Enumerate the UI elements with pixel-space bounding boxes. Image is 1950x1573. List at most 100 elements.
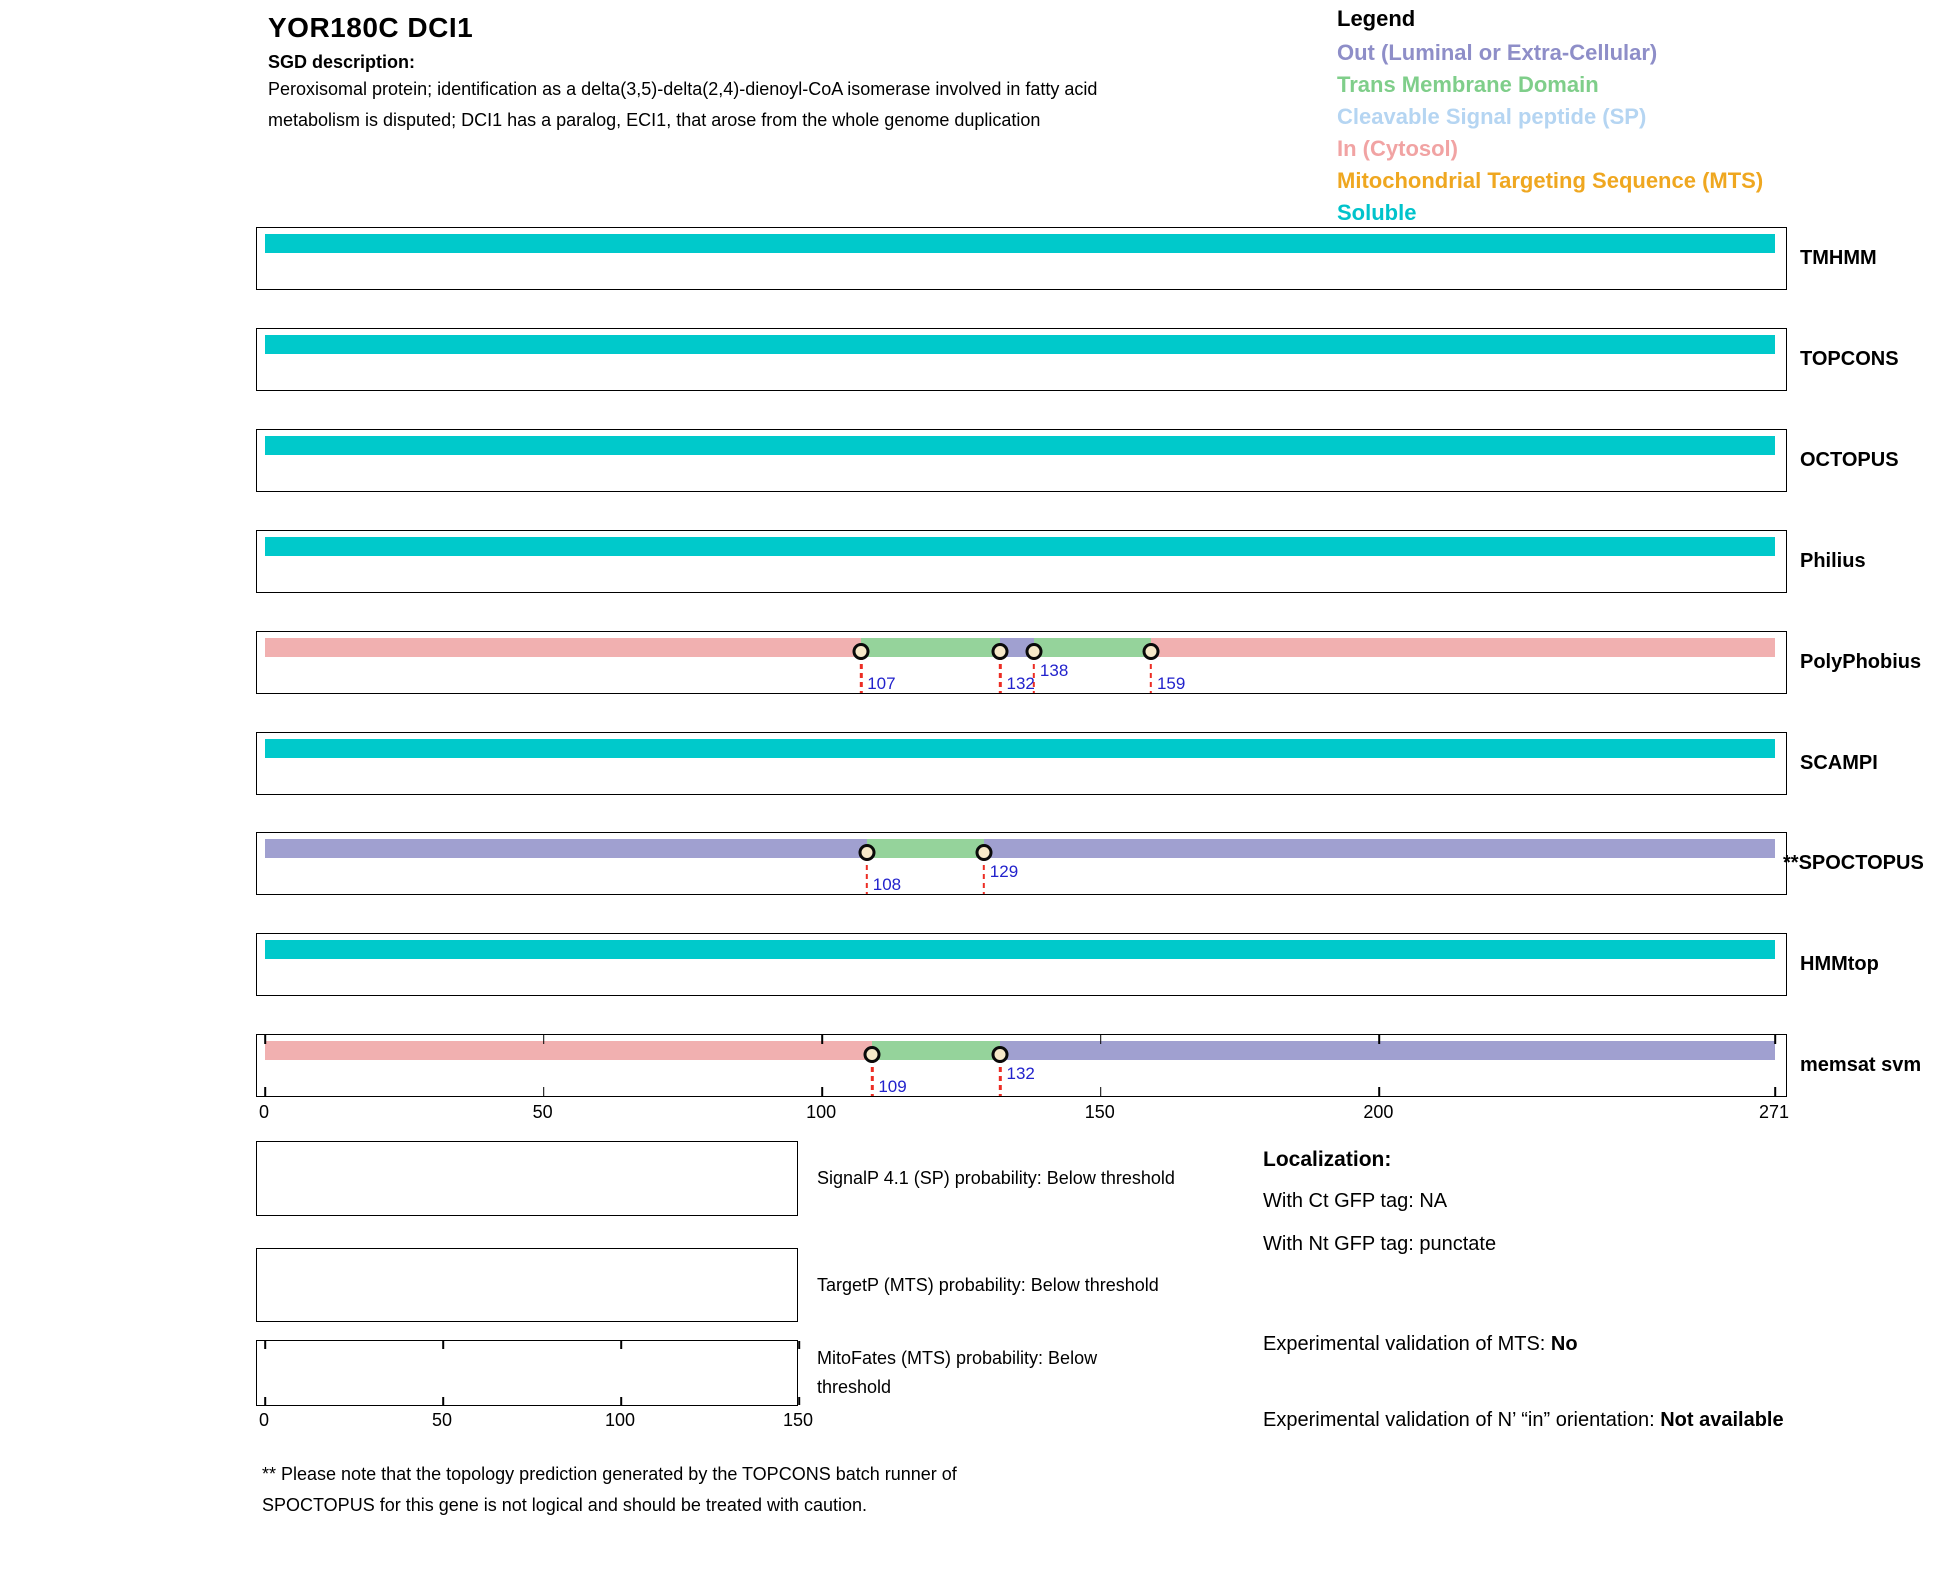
localization-title: Localization: <box>1263 1148 1392 1171</box>
track-label: PolyPhobius <box>1800 651 1922 673</box>
axis-tick-bottom <box>1774 1087 1776 1096</box>
marker-position-label: 159 <box>1156 674 1186 693</box>
axis-tick-label: 100 <box>806 1102 837 1122</box>
axis-tick-label: 150 <box>1084 1102 1115 1122</box>
track-label: OCTOPUS <box>1800 449 1899 471</box>
panel-axis-tick-top <box>264 1341 266 1349</box>
track-label: TMHMM <box>1800 247 1877 269</box>
boundary-marker <box>858 844 876 861</box>
marker-boundary-line <box>1149 655 1153 693</box>
boundary-marker <box>991 643 1009 660</box>
axis-tick-top <box>542 1035 545 1044</box>
track-box-tmhmm <box>256 227 1787 290</box>
track-bar <box>265 739 1775 758</box>
segment-soluble <box>265 739 1775 758</box>
panel-axis-tick-label: 0 <box>258 1410 270 1430</box>
description-line: metabolism is disputed; DCI1 has a paral… <box>268 110 1041 130</box>
legend-item: Mitochondrial Targeting Sequence (MTS) <box>1337 168 1764 193</box>
axis-tick-top <box>1099 1035 1102 1044</box>
axis-tick-top <box>264 1035 266 1044</box>
track-box-topcons <box>256 328 1787 391</box>
panel-axis-tick-label: 50 <box>431 1410 453 1430</box>
marker-boundary-line <box>982 856 985 894</box>
boundary-marker <box>991 1046 1009 1063</box>
track-bar <box>265 436 1775 455</box>
segment-soluble <box>265 335 1775 354</box>
probability-panel-label: TargetP (MTS) probability: Below thresho… <box>817 1274 1159 1295</box>
segment-out <box>265 839 867 858</box>
track-bar <box>265 335 1775 354</box>
segment-in <box>265 638 862 657</box>
track-label: Philius <box>1800 550 1866 572</box>
track-bar <box>265 537 1775 556</box>
axis-tick-bottom <box>542 1087 545 1096</box>
axis-tick-label: 50 <box>532 1102 553 1122</box>
probability-panel-box <box>256 1340 800 1406</box>
marker-boundary-line <box>865 856 868 894</box>
marker-position-label: 132 <box>1006 1064 1035 1083</box>
segment-soluble <box>265 234 1775 253</box>
track-label: HMMtop <box>1800 953 1879 975</box>
marker-boundary-line <box>1032 655 1036 693</box>
orientation-validation-prefix: Experimental validation of N’ “in” orien… <box>1263 1409 1661 1431</box>
axis-tick-bottom <box>821 1087 823 1096</box>
track-box-polyphobius: 107 132 138 159 <box>256 631 1787 694</box>
segment-tm <box>1033 638 1151 657</box>
axis-tick-bottom <box>264 1087 266 1096</box>
orientation-validation-value: Not available <box>1660 1409 1784 1431</box>
track-box-hmmtop <box>256 933 1787 996</box>
mts-validation-value: No <box>1550 1333 1578 1355</box>
panel-axis-tick-top <box>442 1341 444 1349</box>
marker-position-label: 108 <box>872 875 902 894</box>
boundary-marker <box>1142 643 1160 660</box>
mts-validation-prefix: Experimental validation of MTS: <box>1263 1333 1551 1355</box>
segment-in <box>265 1041 873 1060</box>
track-label: **SPOCTOPUS <box>1783 852 1924 874</box>
page-title: YOR180C DCI1 <box>268 12 474 43</box>
segment-tm <box>861 638 1001 657</box>
track-label: TOPCONS <box>1800 348 1899 370</box>
localization-ct-gfp: With Ct GFP tag: NA <box>1263 1190 1448 1212</box>
segment-out <box>1000 1041 1775 1060</box>
axis-tick-bottom <box>1099 1087 1102 1096</box>
segment-out <box>983 839 1775 858</box>
description-line: Peroxisomal protein; identification as a… <box>268 79 1098 99</box>
marker-boundary-line <box>999 1058 1002 1096</box>
segment-soluble <box>265 436 1775 455</box>
probability-panel-box <box>256 1141 798 1216</box>
track-box-philius <box>256 530 1787 593</box>
legend-item: Soluble <box>1337 200 1417 225</box>
panel-axis-tick-top <box>620 1341 622 1349</box>
legend-title: Legend <box>1337 6 1416 31</box>
track-bar <box>265 1041 1775 1063</box>
probability-panel-label: MitoFates (MTS) probability: Below thresh… <box>817 1348 1098 1397</box>
track-label: SCAMPI <box>1800 752 1878 774</box>
segment-soluble <box>265 940 1775 959</box>
track-label: memsat svm <box>1800 1054 1922 1076</box>
axis-tick-top <box>1378 1035 1381 1044</box>
boundary-marker <box>1025 643 1043 660</box>
track-bar <box>265 638 1775 660</box>
legend-item: Out (Luminal or Extra-Cellular) <box>1337 40 1658 65</box>
axis-tick-top <box>821 1035 823 1044</box>
panel-axis-tick-label: 100 <box>604 1410 636 1430</box>
track-box-scampi <box>256 732 1787 795</box>
legend-item: In (Cytosol) <box>1337 136 1458 161</box>
footnote-line: ** Please note that the topology predict… <box>262 1464 957 1484</box>
track-box-memsat-svm: 109 132 <box>256 1034 1787 1097</box>
axis-tick-top <box>1774 1035 1776 1044</box>
panel-axis-tick-bottom <box>620 1397 622 1405</box>
panel-axis-tick-bottom <box>442 1397 444 1405</box>
boundary-marker <box>975 844 993 861</box>
boundary-marker <box>863 1046 881 1063</box>
track-bar <box>265 940 1775 959</box>
legend-item: Trans Membrane Domain <box>1337 72 1599 97</box>
panel-axis-tick-top <box>798 1341 800 1349</box>
marker-position-label: 107 <box>867 674 896 693</box>
marker-position-label: 109 <box>878 1077 907 1096</box>
marker-position-label: 132 <box>1006 674 1035 693</box>
segment-tm <box>872 1041 1001 1060</box>
track-box-octopus <box>256 429 1787 492</box>
panel-axis-tick-label: 150 <box>782 1410 814 1430</box>
